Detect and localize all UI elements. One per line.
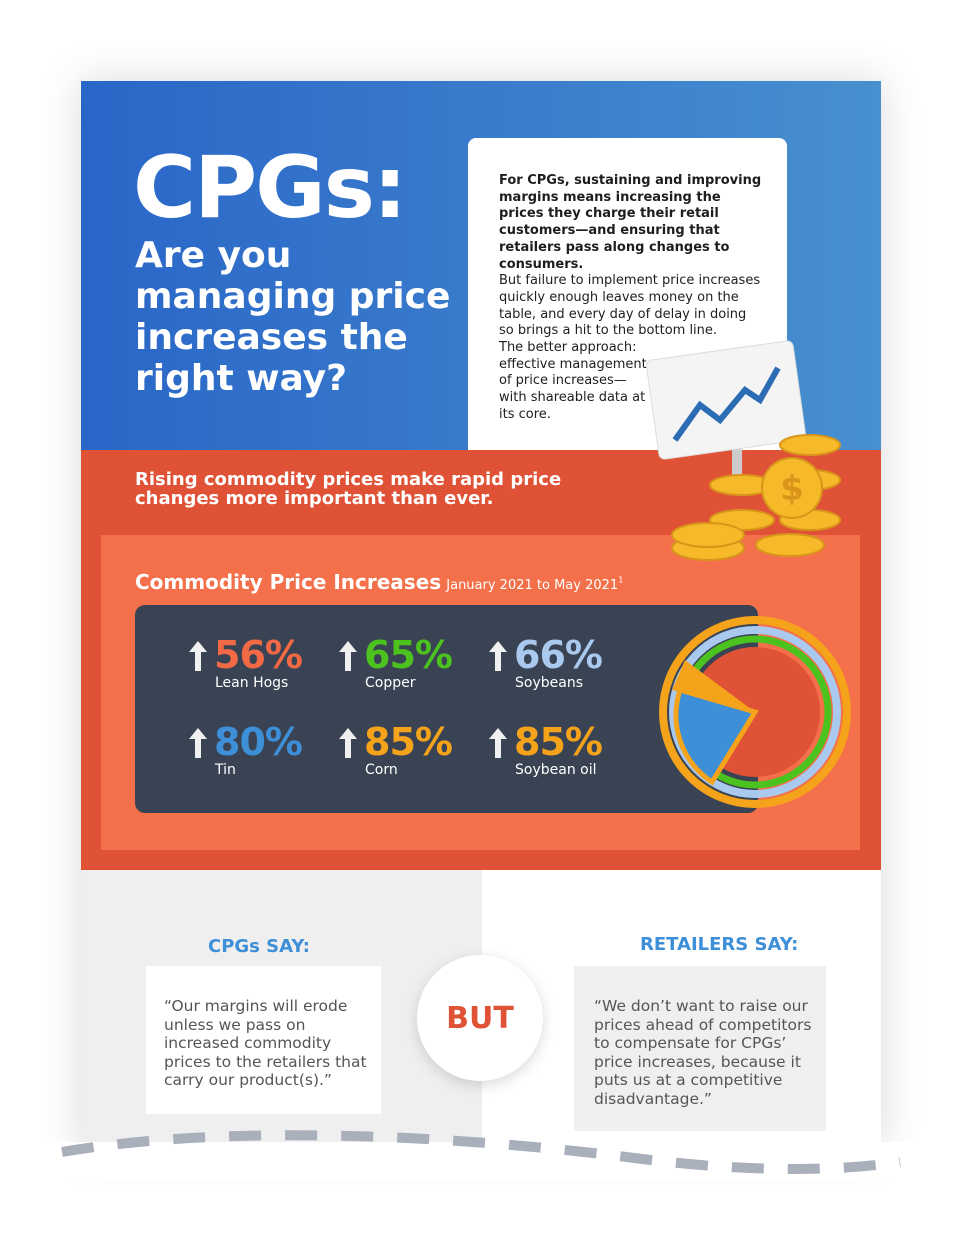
retailers-quote: “We don’t want to raise our prices ahead… (594, 997, 812, 1108)
pie-slice (673, 686, 759, 786)
stat: 56% Lean Hogs (188, 635, 328, 691)
stat-label: Soybeans (515, 675, 583, 691)
cpgs-quote-box (146, 966, 381, 1114)
trend-line (672, 366, 781, 442)
divider-text: BUT (446, 1000, 514, 1036)
up-arrow (189, 641, 207, 671)
stat-label: Copper (365, 675, 416, 691)
footnote: 1 (618, 575, 624, 585)
stat-value: 80% (214, 720, 303, 764)
arrow-shape (339, 641, 357, 671)
dollar-coin (761, 457, 823, 519)
stat-value: 66% (514, 633, 603, 677)
up-arrow (189, 728, 207, 758)
stat-label: Corn (365, 762, 398, 778)
sign-post (732, 440, 742, 490)
arrow-shape (339, 728, 357, 758)
retailers-quote-box (574, 966, 826, 1131)
arrow-shape (189, 728, 207, 758)
cpgs-heading: CPGs SAY: (208, 936, 310, 957)
coin (755, 533, 825, 557)
pie-slice (672, 660, 755, 712)
stat: 80% Tin (188, 722, 328, 778)
stat-label: Lean Hogs (215, 675, 289, 691)
subtitle: Are you managing price increases the rig… (135, 235, 451, 399)
dash-line (61, 1130, 901, 1174)
intro-lead: For CPGs, sustaining and improving margi… (499, 173, 762, 272)
cpgs-quote: “Our margins will erode unless we pass o… (164, 997, 367, 1089)
up-arrow (489, 641, 507, 671)
pie-decoration (659, 616, 851, 808)
stat-label: Tin (215, 762, 236, 778)
coin (779, 434, 841, 456)
up-arrow (339, 728, 357, 758)
banner: Rising commodity prices make rapid price… (135, 469, 562, 509)
pie-ring (659, 616, 851, 808)
arrow-shape (489, 728, 507, 758)
commodity-period: January 2021 to May 2021 (446, 578, 619, 593)
stat-value: 85% (514, 720, 603, 764)
commodity-heading: Commodity Price Increases January 2021 t… (135, 570, 623, 594)
stat: 66% Soybeans (488, 635, 628, 691)
stat-value: 65% (364, 633, 453, 677)
up-arrow (339, 641, 357, 671)
stat: 85% Corn (338, 722, 478, 778)
arrow-shape (489, 641, 507, 671)
title: CPGs: (133, 138, 407, 238)
dollar-sign: $ (780, 469, 804, 509)
coin (671, 522, 745, 548)
wave-mask (0, 1142, 962, 1180)
intro-closing: The better approach: effective managemen… (499, 340, 647, 422)
stats-panel: 56% Lean Hogs 65% Copper 66% Soybeans 80% Tin 85… (135, 605, 758, 813)
pie-ring (669, 626, 841, 798)
coins: $ (671, 434, 841, 561)
intro-text: For CPGs, sustaining and improving margi… (499, 173, 764, 424)
stat: 85% Soybean oil (488, 722, 628, 778)
growth-sign (646, 340, 806, 490)
retailers-heading: RETAILERS SAY: (640, 934, 799, 955)
stat-value: 85% (364, 720, 453, 764)
stat-value: 56% (214, 633, 303, 677)
commodity-title: Commodity Price Increases (135, 570, 442, 594)
up-arrow (489, 728, 507, 758)
sign-board (646, 340, 806, 460)
arrow-shape (189, 641, 207, 671)
dashed-wave (0, 1130, 962, 1180)
stat: 65% Copper (338, 635, 478, 691)
divider-circle: BUT (417, 955, 543, 1081)
intro-body: But failure to implement price increases… (499, 273, 761, 339)
stat-label: Soybean oil (515, 762, 597, 778)
